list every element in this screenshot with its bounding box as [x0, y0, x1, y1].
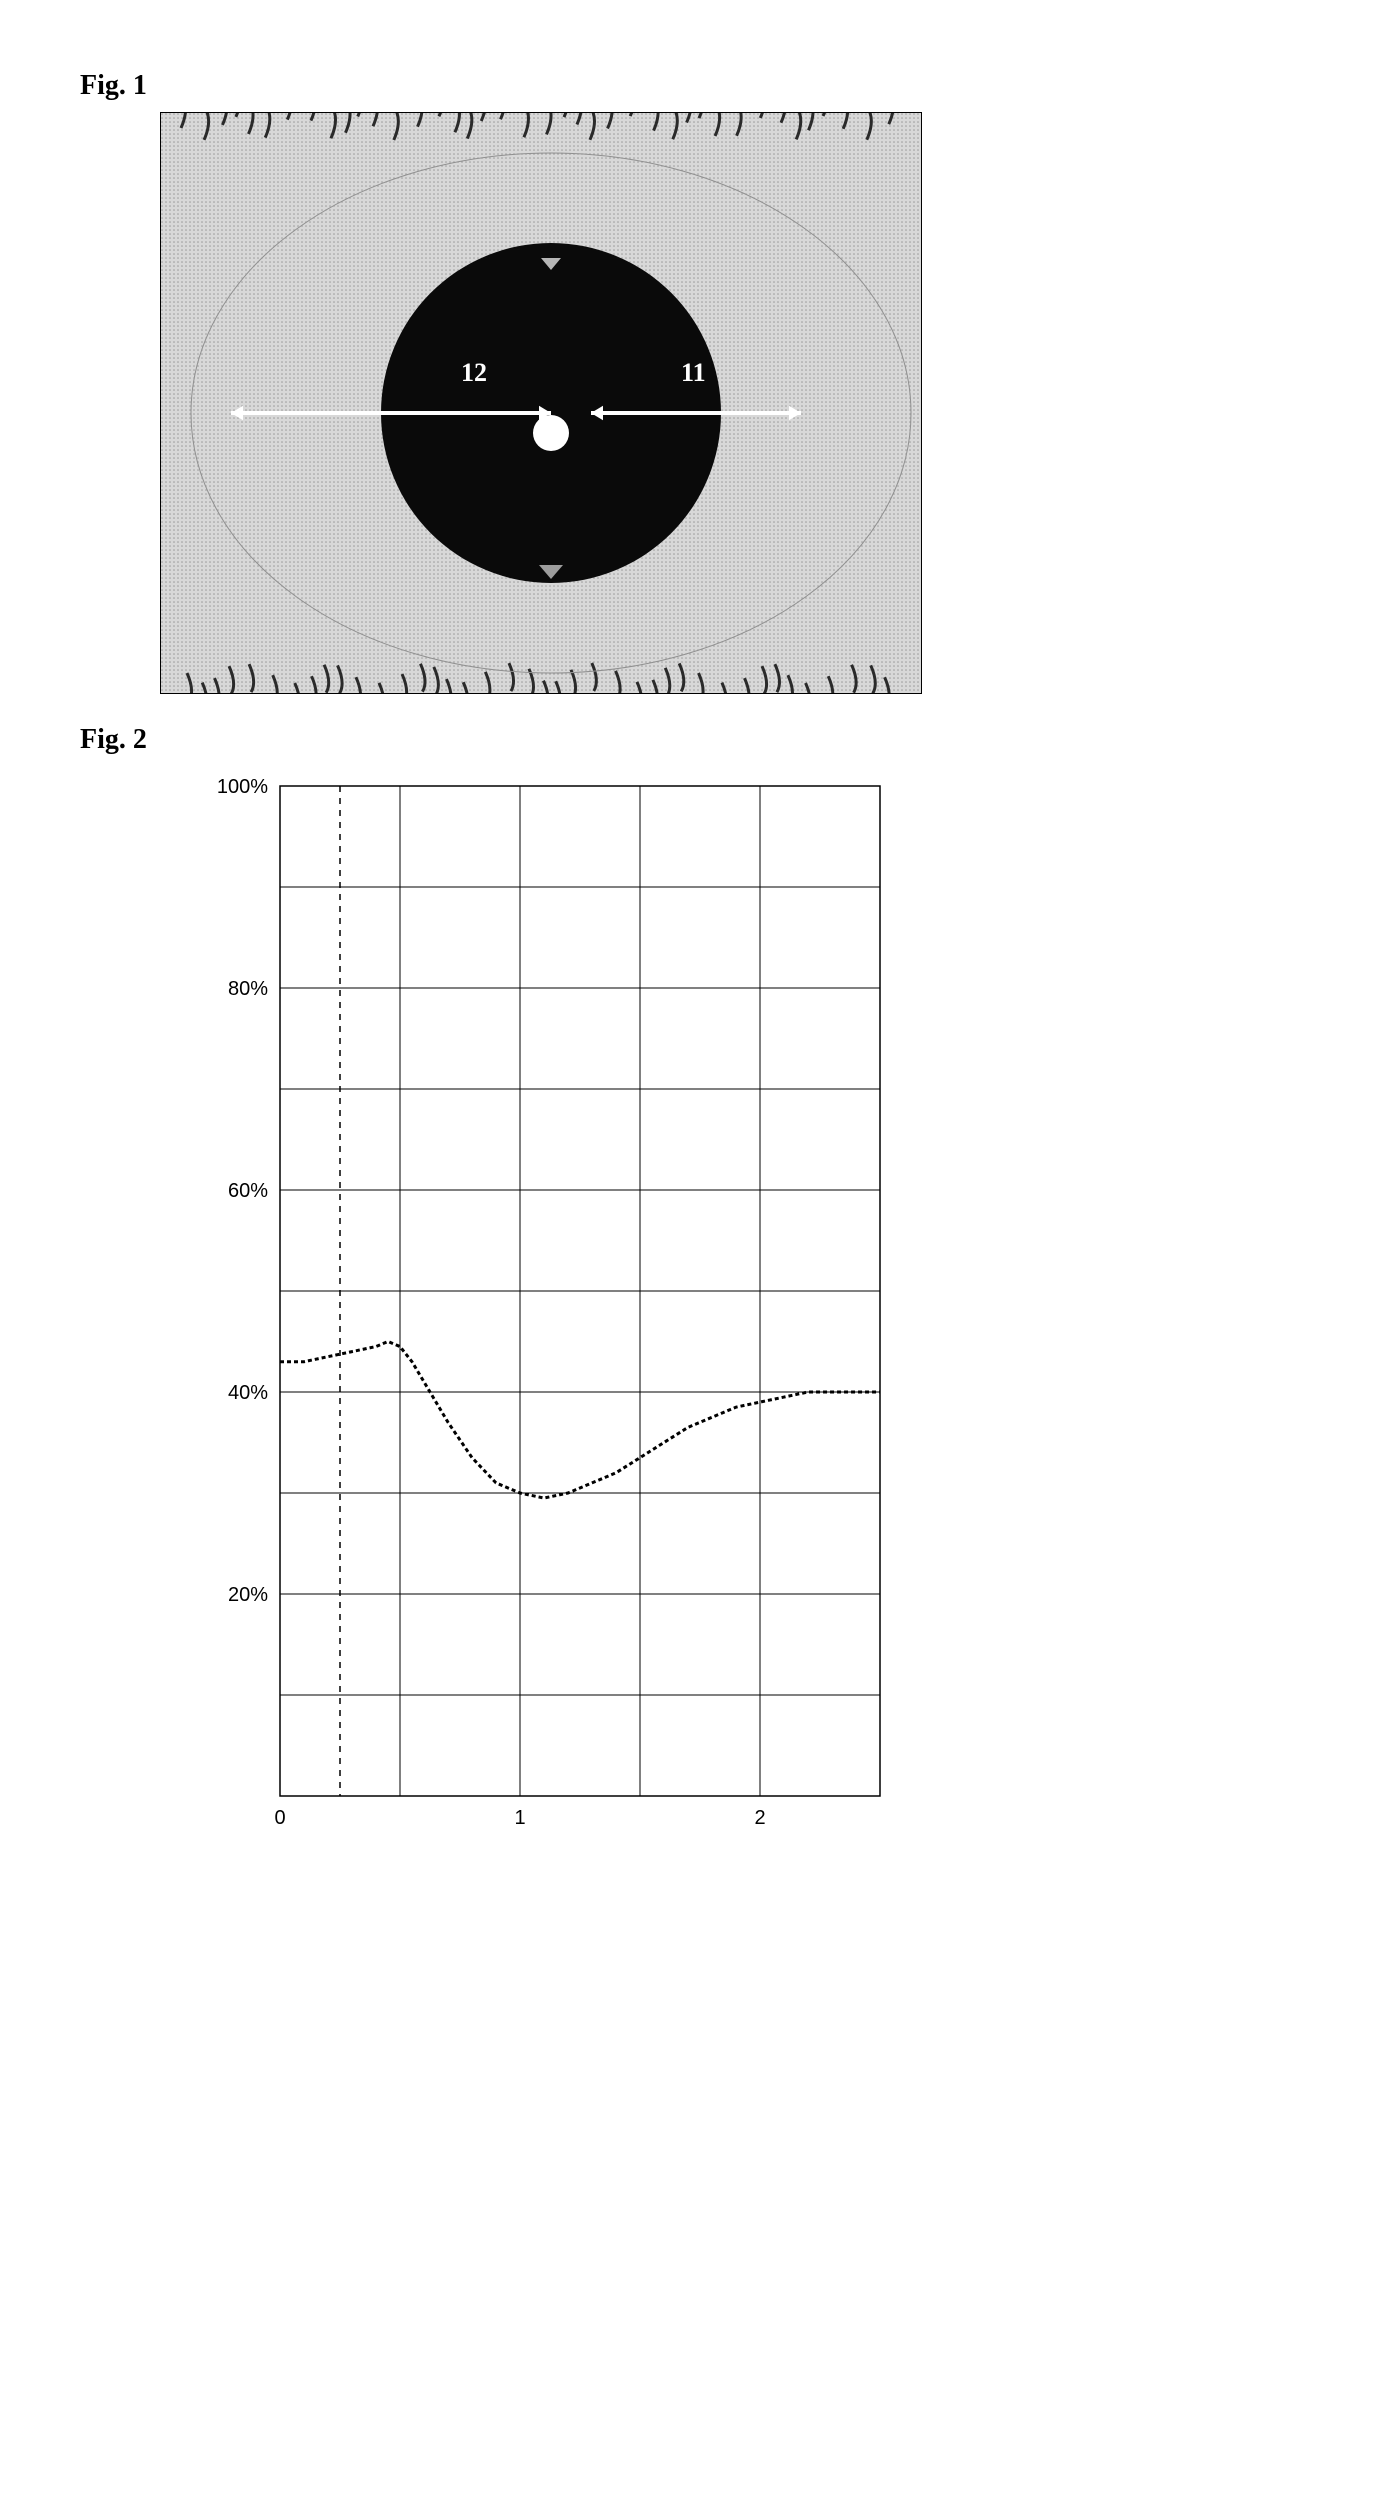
svg-text:2: 2 — [754, 1807, 765, 1829]
svg-text:40%: 40% — [228, 1382, 268, 1404]
fig2-svg: 20% 40% 60% 80% 100% 0 1 2 — [160, 766, 920, 1866]
fig1-svg: 12 11 — [161, 113, 921, 693]
svg-text:20%: 20% — [228, 1584, 268, 1606]
fig1-label: Fig. 1 — [80, 70, 1313, 102]
svg-text:11: 11 — [681, 358, 706, 387]
fig2-chart: 20% 40% 60% 80% 100% 0 1 2 — [160, 766, 920, 1866]
svg-text:60%: 60% — [228, 1180, 268, 1202]
svg-text:80%: 80% — [228, 978, 268, 1000]
svg-text:100%: 100% — [217, 776, 268, 798]
svg-text:12: 12 — [461, 358, 487, 387]
svg-text:0: 0 — [274, 1807, 285, 1829]
fig1-image: 12 11 — [160, 112, 922, 694]
fig2-label: Fig. 2 — [80, 724, 1313, 756]
svg-text:1: 1 — [514, 1807, 525, 1829]
